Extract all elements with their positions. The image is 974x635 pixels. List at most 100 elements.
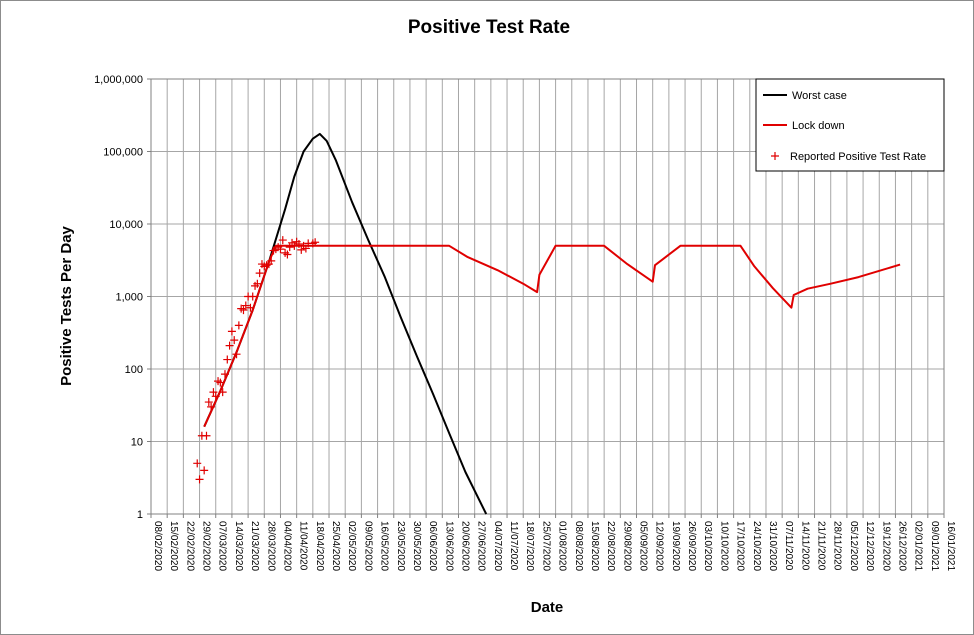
y-tick-label: 1,000,000 [94,74,143,86]
legend-label-worst-case: Worst case [792,90,847,102]
x-tick-label: 11/07/2020 [508,521,519,571]
x-tick-label: 18/04/2020 [314,521,325,571]
y-axis: 1 10 100 1,000 10,000 100,000 1,000,000 [94,74,151,521]
legend-label-lock-down: Lock down [792,120,845,132]
x-tick-label: 02/01/2021 [913,521,924,571]
data-point-marker [239,306,248,315]
data-point-marker [278,236,287,245]
data-point-marker [230,336,239,345]
data-point-marker [220,370,229,379]
data-point-marker [218,388,227,397]
data-point-marker [193,459,202,468]
x-tick-label: 21/11/2020 [816,521,827,571]
data-point-marker [294,239,303,248]
x-tick-label: 22/08/2020 [605,521,616,571]
data-point-marker [276,245,285,254]
data-point-marker [283,250,292,259]
x-tick-label: 04/07/2020 [492,521,503,571]
x-tick-label: 01/08/2020 [557,521,568,571]
series-layer [193,132,901,515]
x-axis: 08/02/2020 15/02/2020 22/02/2020 29/02/2020… [150,514,956,571]
x-tick-label: 23/05/2020 [395,521,406,571]
data-point-marker [290,241,299,250]
x-tick-label: 20/06/2020 [459,521,470,571]
x-tick-label: 15/08/2020 [589,521,600,571]
x-tick-label: 09/05/2020 [362,521,373,571]
x-tick-label: 22/02/2020 [184,521,195,571]
data-point-marker [241,301,250,310]
x-tick-label: 13/06/2020 [443,521,454,571]
data-point-marker [211,392,220,401]
x-tick-label: 11/04/2020 [298,521,309,571]
x-tick-label: 10/10/2020 [718,521,729,571]
x-tick-label: 17/10/2020 [735,521,746,571]
data-point-marker [248,292,257,301]
series-line-lock-down [203,244,901,428]
legend-swatch-reported [771,152,779,160]
y-tick-label: 10,000 [109,219,143,231]
x-tick-label: 21/03/2020 [249,521,260,571]
x-tick-label: 15/02/2020 [168,521,179,571]
y-tick-label: 100,000 [103,147,143,159]
data-point-marker [255,269,264,278]
x-tick-label: 12/12/2020 [864,521,875,571]
x-tick-label: 27/06/2020 [476,521,487,571]
x-tick-label: 16/05/2020 [379,521,390,571]
data-point-marker [202,431,211,440]
x-tick-label: 28/03/2020 [265,521,276,571]
x-tick-label: 16/01/2021 [945,521,956,571]
x-tick-label: 05/12/2020 [848,521,859,571]
data-point-marker [301,244,310,253]
data-point-marker [200,466,209,475]
y-tick-label: 10 [131,437,143,449]
data-point-marker [216,378,225,387]
x-tick-label: 25/07/2020 [540,521,551,571]
x-tick-label: 30/05/2020 [411,521,422,571]
x-tick-label: 18/07/2020 [524,521,535,571]
y-tick-label: 100 [125,364,143,376]
x-tick-label: 31/10/2020 [767,521,778,571]
x-axis-title: Date [531,599,564,616]
x-tick-label: 03/10/2020 [702,521,713,571]
x-tick-label: 06/06/2020 [427,521,438,571]
x-tick-label: 29/08/2020 [621,521,632,571]
x-tick-label: 28/11/2020 [832,521,843,571]
data-point-marker [204,398,213,407]
data-point-marker [267,256,276,265]
chart-title: Positive Test Rate [408,17,570,38]
data-point-marker [225,341,234,350]
x-tick-label: 02/05/2020 [346,521,357,571]
data-point-marker [209,388,218,397]
x-tick-label: 08/02/2020 [152,521,163,571]
data-point-marker [297,245,306,254]
legend-box [755,78,945,172]
x-tick-label: 24/10/2020 [751,521,762,571]
legend-label-reported: Reported Positive Test Rate [790,151,926,163]
x-tick-label: 29/02/2020 [201,521,212,571]
x-tick-label: 08/08/2020 [573,521,584,571]
data-point-marker [223,355,232,364]
x-tick-label: 05/09/2020 [638,521,649,571]
x-tick-label: 25/04/2020 [330,521,341,571]
data-point-marker [227,327,236,336]
x-tick-label: 19/12/2020 [880,521,891,571]
x-tick-label: 26/12/2020 [896,521,907,571]
y-axis-title: Positive Tests Per Day [58,225,75,385]
x-tick-label: 04/04/2020 [281,521,292,571]
x-tick-label: 26/09/2020 [686,521,697,571]
x-tick-label: 09/01/2021 [929,521,940,571]
x-tick-label: 07/03/2020 [217,521,228,571]
legend: Worst case Lock down Reported Positive T… [755,78,945,172]
data-point-marker [207,402,216,411]
x-tick-label: 14/03/2020 [233,521,244,571]
data-point-marker [246,303,255,312]
y-tick-label: 1,000 [115,292,143,304]
data-point-marker [232,350,241,359]
x-tick-label: 07/11/2020 [783,521,794,571]
data-point-marker [234,321,243,330]
data-point-marker [311,238,320,247]
data-point-marker [253,279,262,288]
x-tick-label: 19/09/2020 [670,521,681,571]
